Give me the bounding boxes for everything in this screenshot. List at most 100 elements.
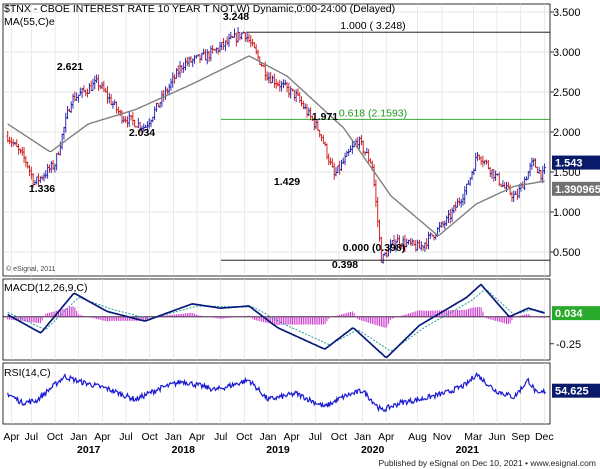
price-candle bbox=[45, 170, 48, 178]
price-candle bbox=[409, 238, 412, 245]
price-candle bbox=[277, 82, 280, 87]
price-candle bbox=[304, 103, 307, 109]
time-axis-tick-label: Jan bbox=[260, 431, 277, 443]
time-axis-tick-label: Oct bbox=[331, 431, 347, 443]
price-candle bbox=[284, 80, 287, 86]
time-axis-tick-label: Apr bbox=[94, 431, 111, 443]
price-candle bbox=[54, 164, 57, 173]
price-candle bbox=[64, 113, 67, 133]
price-candle bbox=[55, 153, 58, 170]
price-candle bbox=[280, 81, 283, 91]
price-candle bbox=[170, 79, 173, 91]
price-candle bbox=[153, 107, 156, 120]
price-candle bbox=[249, 35, 252, 47]
price-candle bbox=[124, 116, 127, 123]
macd-label: MACD(12,26,9,C) bbox=[4, 282, 87, 294]
price-candle bbox=[46, 164, 49, 179]
price-candle bbox=[523, 177, 526, 190]
price-candle bbox=[444, 221, 447, 229]
price-candle bbox=[157, 103, 160, 107]
price-candle bbox=[318, 130, 321, 138]
price-candle bbox=[480, 156, 483, 165]
price-candle bbox=[308, 108, 311, 117]
price-candle bbox=[226, 36, 229, 45]
price-candle bbox=[520, 183, 523, 192]
price-candle bbox=[349, 146, 352, 152]
price-candle bbox=[248, 34, 251, 43]
price-candle bbox=[186, 57, 189, 66]
year-label: 2017 bbox=[77, 444, 101, 456]
price-candle bbox=[177, 65, 180, 77]
price-annotation: 1.336 bbox=[29, 183, 55, 195]
price-candle bbox=[30, 167, 33, 180]
time-axis-tick-label: Jun bbox=[489, 431, 506, 443]
time-axis-tick-label: Nov bbox=[433, 431, 452, 443]
ma-value-box: 1.390965 bbox=[552, 182, 600, 196]
price-axis-tick-label: 3.000 bbox=[553, 47, 581, 59]
price-candle bbox=[61, 134, 64, 150]
price-candle bbox=[117, 107, 120, 115]
price-candle bbox=[411, 238, 414, 246]
price-candle bbox=[72, 94, 75, 109]
time-axis-tick-label: Oct bbox=[236, 431, 252, 443]
panel-frame-3 bbox=[3, 363, 550, 424]
price-candle bbox=[97, 75, 100, 91]
price-candle bbox=[351, 141, 354, 154]
price-annotation: 1.971 bbox=[312, 111, 338, 123]
time-axis-tick-label: Jul bbox=[25, 431, 38, 443]
price-candle bbox=[346, 151, 349, 157]
rsi-value-box-text: 54.625 bbox=[555, 386, 589, 398]
price-candle bbox=[476, 152, 479, 161]
price-candle bbox=[512, 191, 515, 203]
price-annotation: 1.429 bbox=[274, 176, 300, 188]
price-candle bbox=[333, 163, 336, 180]
time-axis-tick-label: Apr bbox=[378, 431, 395, 443]
last-price-box-text: 1.543 bbox=[555, 158, 583, 170]
price-candle bbox=[92, 79, 95, 91]
year-label: 2020 bbox=[361, 444, 385, 456]
chart-grid bbox=[3, 4, 554, 424]
macd-value-box-text: 0.034 bbox=[555, 308, 583, 320]
price-candle bbox=[193, 55, 196, 64]
panel-frame-1 bbox=[3, 4, 550, 276]
time-axis-tick-label: Dec bbox=[535, 431, 554, 443]
price-candle bbox=[375, 179, 378, 207]
price-candle bbox=[532, 158, 535, 166]
price-candle bbox=[255, 44, 258, 54]
price-candle bbox=[112, 101, 115, 109]
time-axis-tick-label: Jul bbox=[309, 431, 322, 443]
price-candle bbox=[491, 170, 494, 179]
ma-value-box-text: 1.390965 bbox=[555, 184, 600, 196]
last-price-box: 1.543 bbox=[552, 156, 600, 170]
macd-value-box: 0.034 bbox=[552, 306, 600, 320]
time-axis-tick-label: Sep bbox=[511, 431, 530, 443]
price-candle bbox=[331, 158, 334, 167]
price-annotation: 0.398 bbox=[332, 259, 358, 271]
price-candle bbox=[269, 72, 272, 84]
price-candle bbox=[271, 75, 274, 82]
price-candle bbox=[511, 192, 514, 203]
price-candle bbox=[445, 215, 448, 225]
price-candle bbox=[25, 156, 28, 167]
price-candle bbox=[210, 46, 213, 61]
price-candle bbox=[278, 80, 281, 92]
price-candle bbox=[425, 238, 428, 249]
price-candle bbox=[173, 74, 176, 83]
price-candle bbox=[115, 101, 118, 113]
price-candle bbox=[427, 232, 430, 250]
time-axis-tick-label: Jan bbox=[165, 431, 182, 443]
price-candle bbox=[288, 83, 291, 98]
price-candle bbox=[293, 90, 296, 101]
price-candle bbox=[43, 173, 46, 182]
price-candle bbox=[543, 163, 546, 173]
price-candle bbox=[422, 245, 425, 250]
price-candle bbox=[438, 222, 441, 232]
price-candle bbox=[77, 95, 80, 102]
price-candle bbox=[418, 240, 421, 248]
price-candle bbox=[478, 155, 481, 161]
price-candle bbox=[21, 147, 24, 156]
price-candle bbox=[456, 198, 459, 207]
rsi-label: RSI(14,C) bbox=[4, 367, 51, 379]
price-candle bbox=[8, 137, 11, 145]
